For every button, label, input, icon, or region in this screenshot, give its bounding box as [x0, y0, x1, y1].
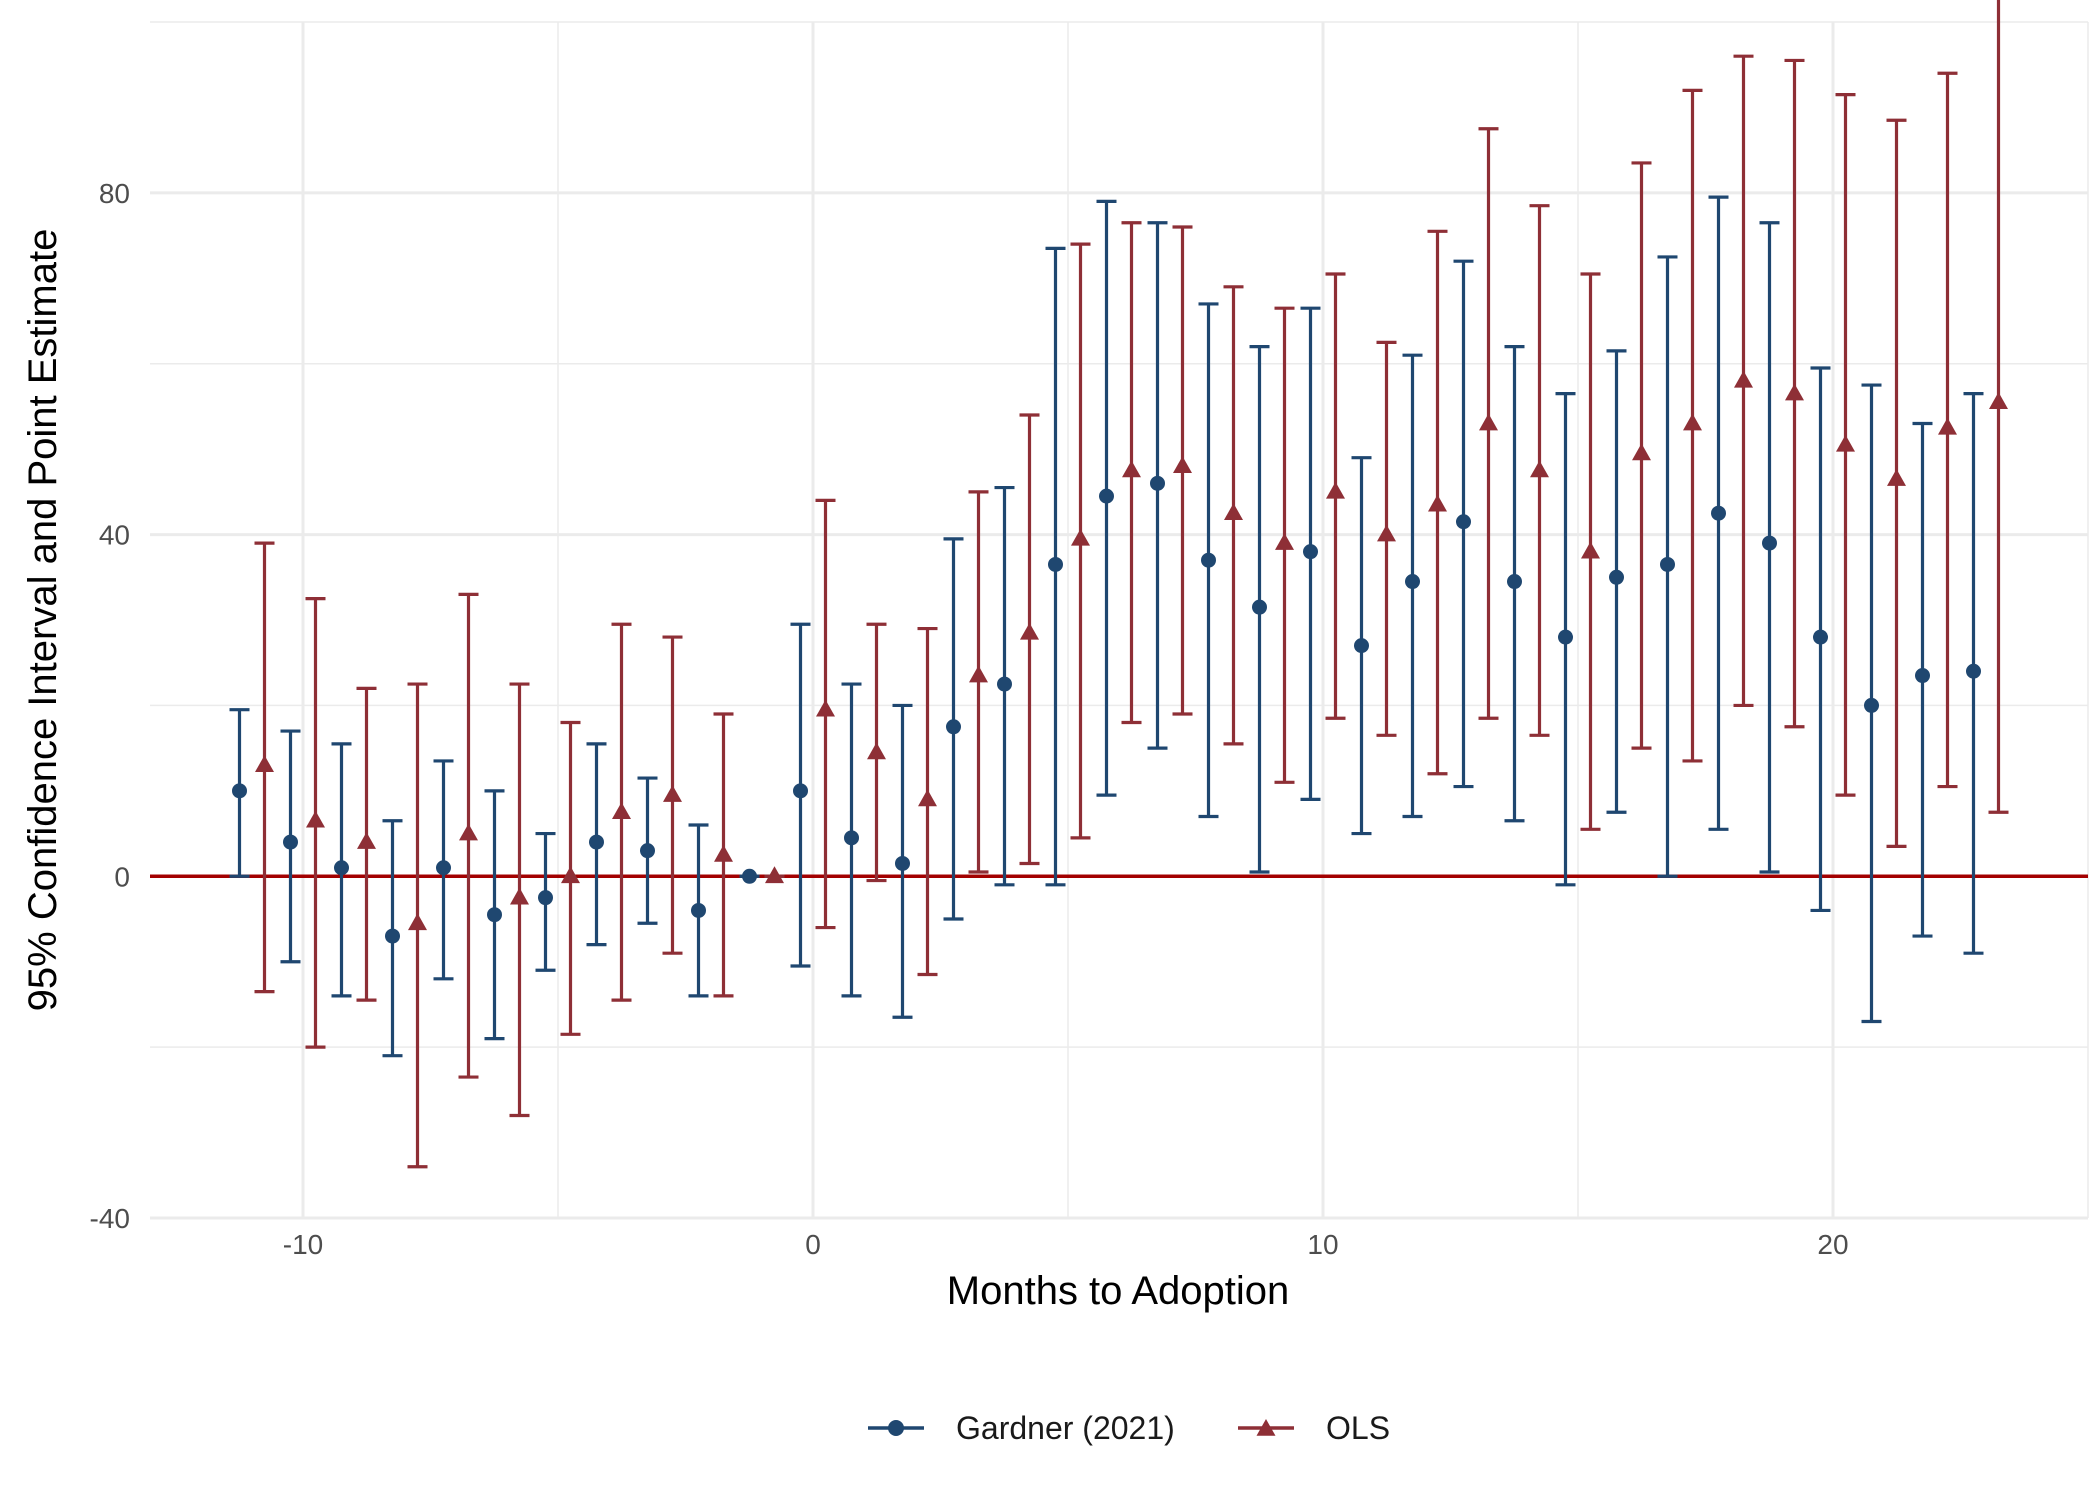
point-estimate [385, 928, 400, 944]
point-estimate [1479, 413, 1498, 431]
point-estimate [1762, 535, 1777, 551]
point-estimate [1581, 541, 1600, 559]
point-estimate [1456, 514, 1471, 530]
y-tick-label: 40 [99, 520, 130, 551]
point-estimate [1785, 383, 1804, 401]
point-estimate [816, 699, 835, 717]
legend-item-gardner: Gardner (2021) [868, 1410, 1175, 1446]
y-tick-label: 80 [99, 178, 130, 209]
legend-key-ols-marker [1256, 1419, 1276, 1436]
legend-label-ols: OLS [1326, 1410, 1390, 1446]
point-estimate [255, 755, 274, 773]
point-estimate [1915, 668, 1930, 684]
x-tick-label: 0 [805, 1229, 821, 1260]
point-estimate [1558, 629, 1573, 645]
point-estimate [436, 860, 451, 876]
point-estimate [867, 742, 886, 760]
point-estimate [1966, 663, 1981, 679]
point-estimate [1813, 629, 1828, 645]
point-estimate [1683, 413, 1702, 431]
point-estimate [663, 785, 682, 802]
point-estimate [1377, 524, 1396, 542]
point-estimate [589, 834, 604, 850]
point-estimate [1864, 697, 1879, 713]
point-estimate [1275, 533, 1294, 550]
point-estimate [561, 866, 580, 884]
point-estimate [1507, 574, 1522, 590]
point-estimate [459, 823, 478, 841]
point-estimate [357, 832, 376, 849]
point-estimate [742, 868, 757, 884]
point-estimate [640, 843, 655, 859]
legend-key-gardner-marker [888, 1420, 904, 1436]
legend-item-ols: OLS [1238, 1410, 1390, 1446]
y-tick-label: 0 [114, 861, 130, 892]
point-estimate [1201, 552, 1216, 568]
point-estimate [1252, 599, 1267, 615]
point-estimate [793, 783, 808, 799]
point-estimate [1071, 528, 1090, 546]
point-estimate [1632, 443, 1651, 461]
point-estimate [306, 810, 325, 828]
point-estimate [1150, 475, 1165, 491]
legend-label-gardner: Gardner (2021) [956, 1410, 1175, 1446]
point-estimate [510, 887, 529, 905]
series-gardner [229, 195, 1984, 1058]
point-estimate [1048, 556, 1063, 572]
point-estimate [1530, 460, 1549, 478]
point-estimate [612, 802, 631, 820]
point-estimate [1224, 503, 1243, 521]
point-estimate [844, 830, 859, 846]
x-tick-label: 20 [1817, 1229, 1848, 1260]
point-estimate [1428, 494, 1447, 512]
point-estimate [714, 844, 733, 862]
y-axis-title: 95% Confidence Interval and Point Estima… [21, 229, 65, 1012]
point-estimate [1405, 574, 1420, 590]
point-estimate [1354, 638, 1369, 654]
y-tick-label: -40 [90, 1203, 130, 1234]
point-estimate [1887, 469, 1906, 486]
point-estimate [1660, 556, 1675, 572]
x-axis-title: Months to Adoption [947, 1269, 1289, 1313]
point-estimate [1609, 569, 1624, 585]
point-estimate [1099, 488, 1114, 504]
point-estimate [946, 719, 961, 735]
point-estimate [1734, 370, 1753, 388]
series-ols [254, 0, 2009, 1169]
point-estimate [232, 783, 247, 799]
legend: Gardner (2021) OLS [868, 1410, 1390, 1446]
series-marks [229, 0, 2009, 1169]
point-estimate [1326, 481, 1345, 499]
grid-lines [150, 21, 2089, 1220]
point-estimate [1173, 456, 1192, 474]
point-estimate [283, 834, 298, 850]
x-tick-label: -10 [283, 1229, 323, 1260]
point-estimate [334, 860, 349, 876]
point-estimate [918, 789, 937, 807]
point-estimate [691, 902, 706, 918]
point-estimate [1020, 622, 1039, 640]
point-estimate [1122, 460, 1141, 478]
point-estimate [765, 866, 784, 884]
x-tick-label: 10 [1307, 1229, 1338, 1260]
tick-labels: -10 0 10 20 -40 0 40 80 [90, 178, 1849, 1260]
point-estimate [1711, 505, 1726, 521]
point-estimate [538, 890, 553, 906]
point-estimate [1989, 392, 2008, 409]
point-estimate [895, 855, 910, 871]
point-estimate [408, 913, 427, 931]
point-estimate [1836, 434, 1855, 452]
point-estimate [1303, 544, 1318, 560]
point-estimate [487, 907, 502, 923]
point-estimate [997, 676, 1012, 692]
point-estimate [969, 665, 988, 683]
point-estimate [1938, 417, 1957, 435]
